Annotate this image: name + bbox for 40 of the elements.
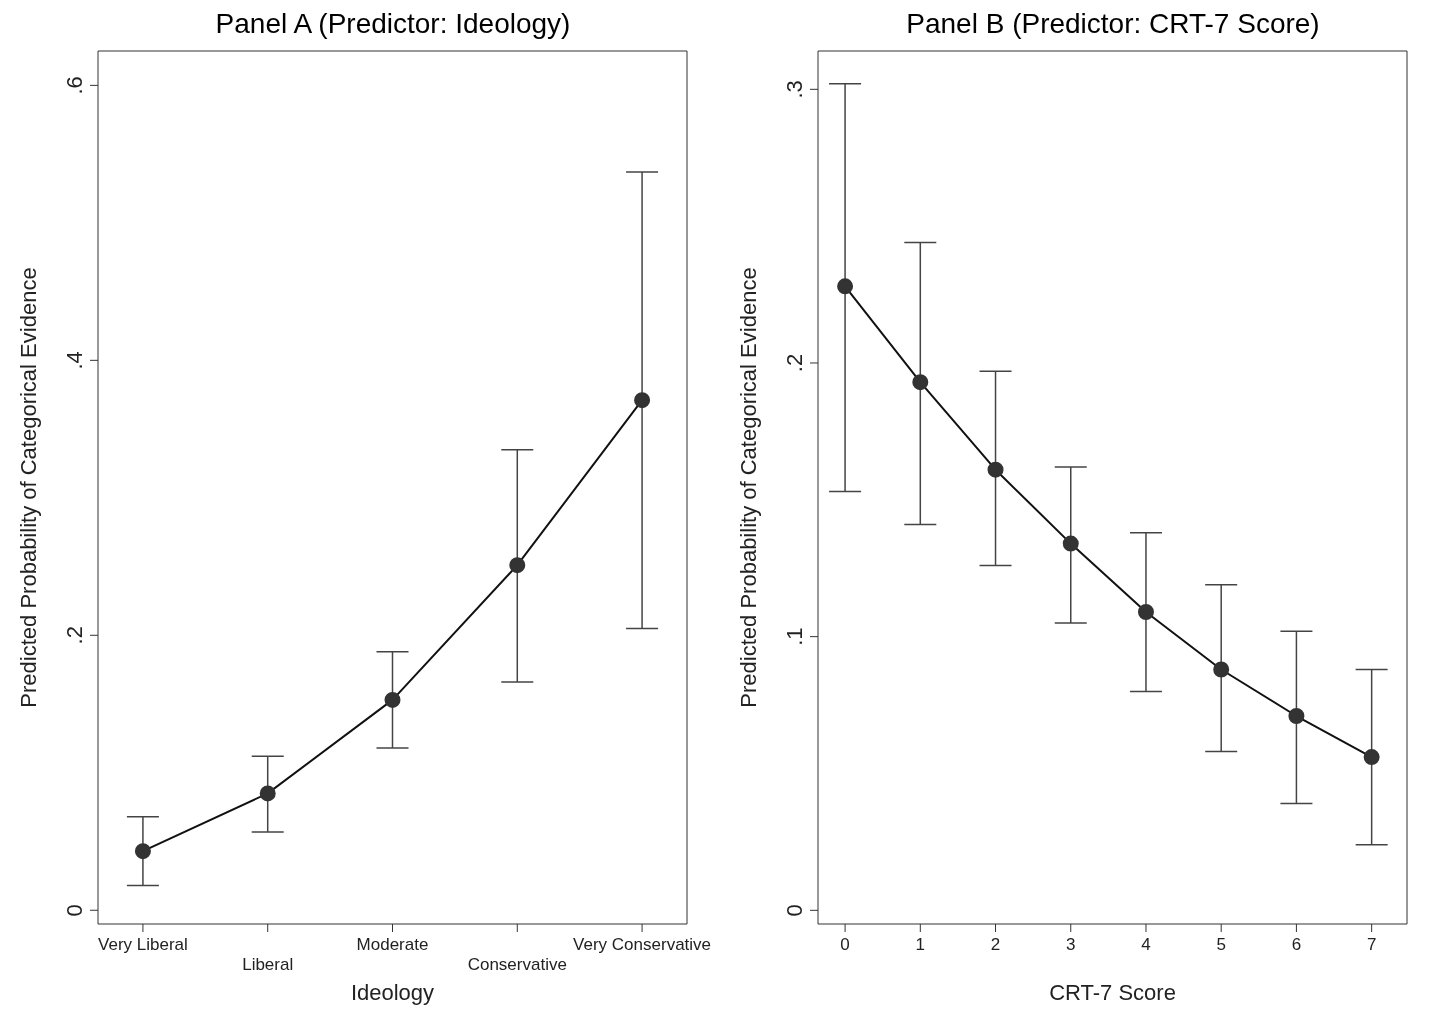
point — [1062, 535, 1079, 552]
point — [509, 557, 526, 574]
y-tick-label: .3 — [782, 80, 807, 99]
y-tick-label: .1 — [782, 627, 807, 646]
x-tick-label: Liberal — [242, 955, 294, 974]
point — [837, 278, 854, 295]
x-tick-label: 1 — [915, 935, 926, 954]
x-tick-label: Moderate — [356, 935, 429, 954]
y-tick-label: .2 — [782, 353, 807, 373]
point — [259, 785, 276, 802]
x-tick-label: 7 — [1366, 935, 1377, 954]
y-tick-label: .2 — [62, 626, 87, 645]
y-tick-label: 0 — [782, 904, 807, 917]
x-tick-label: 5 — [1216, 935, 1226, 954]
point — [1213, 661, 1230, 678]
y-tick-label: .6 — [62, 76, 87, 95]
point — [912, 374, 929, 391]
y-axis-title: Predicted Probability of Categorical Evidence — [15, 267, 41, 708]
chart-title: Panel B (Predictor: CRT-7 Score) — [905, 8, 1321, 41]
y-tick-label: 0 — [62, 904, 87, 917]
point — [634, 392, 651, 409]
point — [134, 843, 151, 860]
x-tick-label: 6 — [1291, 935, 1302, 954]
x-tick-label: Conservative — [467, 955, 567, 974]
point — [987, 461, 1004, 478]
x-tick-label: 2 — [990, 935, 1001, 954]
x-tick-label: 3 — [1066, 935, 1076, 954]
x-axis-title: Ideology — [350, 980, 435, 1005]
point — [1137, 604, 1154, 621]
y-tick-label: .4 — [62, 351, 87, 370]
y-axis-title: Predicted Probability of Categorical Evidence — [735, 267, 761, 708]
x-tick-label: Very Liberal — [98, 935, 188, 954]
x-axis-title: CRT-7 Score — [1049, 980, 1176, 1005]
x-tick-label: 4 — [1141, 935, 1151, 954]
chart-title: Panel A (Predictor: Ideology) — [214, 8, 572, 41]
point — [384, 691, 401, 708]
point — [1288, 708, 1305, 725]
x-tick-label: 0 — [840, 935, 850, 954]
point — [1363, 749, 1380, 766]
x-tick-label: Very Conservative — [573, 935, 712, 954]
